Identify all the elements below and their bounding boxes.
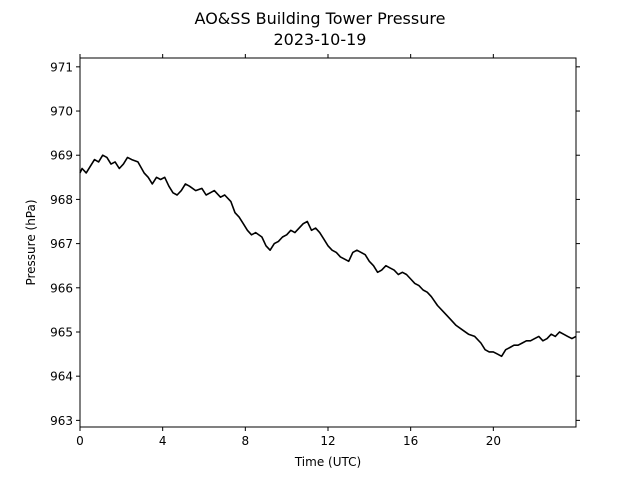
y-tick-label: 963 [50,414,73,428]
y-tick-label: 971 [50,60,73,74]
chart-subtitle: 2023-10-19 [274,30,367,49]
x-tick-label: 20 [486,434,501,448]
pressure-series-line [79,154,577,358]
y-tick-label: 965 [50,325,73,339]
y-tick-label: 969 [50,149,73,163]
x-tick-label: 12 [320,434,335,448]
chart-title: AO&SS Building Tower Pressure [195,9,446,28]
x-tick-label: 8 [242,434,250,448]
plot-area: 0 4 8 12 16 20 963 964 965 966 967 968 969 970 971 [50,54,580,448]
y-axis-label: Pressure (hPa) [24,199,38,285]
y-tick-label: 964 [50,370,73,384]
x-tick-label: 4 [159,434,167,448]
x-tick-label: 0 [76,434,84,448]
y-tick-label: 967 [50,237,73,251]
x-tick-label: 16 [403,434,418,448]
y-tick-label: 966 [50,281,73,295]
axes-frame [79,57,577,428]
y-tick-label: 970 [50,105,73,119]
x-axis-label: Time (UTC) [294,455,361,469]
y-tick-label: 968 [50,193,73,207]
